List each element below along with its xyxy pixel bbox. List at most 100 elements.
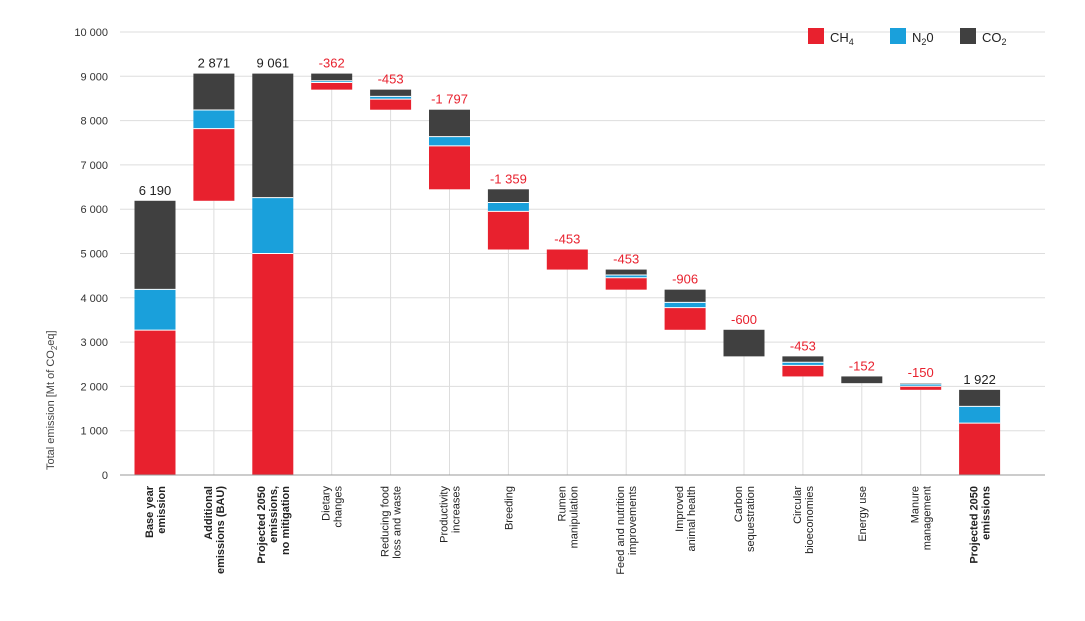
x-tick-label: sequestration: [745, 486, 757, 552]
x-tick-label: changes: [333, 486, 345, 528]
legend-label-co2: CO2: [982, 30, 1007, 47]
x-tick-label: emission: [156, 486, 168, 534]
bar-segment-co2: [487, 189, 529, 203]
data-label: 2 871: [198, 56, 231, 71]
data-label: -1 359: [490, 171, 527, 186]
x-tick-label: Projected 2050: [256, 486, 268, 564]
bar-segment-n2o: [252, 197, 294, 254]
legend-swatch-ch4: [808, 28, 824, 44]
y-tick-label: 4 000: [80, 293, 108, 305]
bar-segment-n2o: [487, 202, 529, 212]
legend-label-n2o: N20: [912, 30, 934, 47]
bar-segment-n2o: [429, 136, 470, 146]
bar-segment-co2: [134, 200, 176, 290]
bar-segment-co2: [723, 329, 765, 357]
data-label: -453: [790, 338, 816, 353]
x-tick-label: Productivity: [439, 486, 451, 543]
data-label: -906: [672, 272, 698, 287]
bar-segment-co2: [252, 73, 294, 198]
y-tick-label: 10 000: [74, 27, 108, 39]
x-tick-label: Base year: [144, 485, 156, 538]
x-tick-label: Additional: [203, 486, 215, 540]
data-label: -453: [378, 72, 404, 87]
x-tick-label: management: [922, 486, 934, 550]
bar-segment-ch4: [900, 386, 942, 390]
x-tick-label: emissions: [981, 486, 993, 540]
bar-segment-ch4: [605, 277, 647, 290]
bar-segment-n2o: [193, 109, 235, 129]
x-tick-label: Rumen: [556, 486, 568, 521]
y-tick-label: 6 000: [80, 204, 108, 216]
bar-segment-ch4: [370, 99, 412, 110]
x-tick-label: bioeconomies: [804, 486, 816, 554]
bar-segment-n2o: [782, 362, 824, 366]
bar-segment-ch4: [252, 253, 294, 475]
y-tick-label: 1 000: [80, 426, 108, 438]
bar-segment-n2o: [900, 384, 942, 387]
x-tick-label: no mitigation: [280, 486, 292, 555]
data-label: -453: [554, 232, 580, 247]
bar-segment-ch4: [311, 82, 353, 90]
x-tick-label: Circular: [792, 486, 804, 524]
bar-segment-co2: [193, 73, 235, 110]
legend: CH4 N20 CO2: [808, 28, 1007, 47]
bar-segment-co2: [959, 389, 1001, 407]
bar-segment-ch4: [193, 128, 235, 201]
data-label: -600: [731, 312, 757, 327]
x-tick-label: Carbon: [733, 486, 745, 522]
x-tick-label: Manure: [910, 486, 922, 523]
x-tick-label: loss and waste: [392, 486, 404, 559]
bar-segment-ch4: [429, 145, 470, 190]
x-tick-label: Breeding: [503, 486, 515, 530]
bar-segment-n2o: [311, 80, 353, 83]
legend-swatch-n2o: [890, 28, 906, 44]
bar-segment-ch4: [546, 249, 588, 270]
data-label: -362: [319, 56, 345, 71]
data-label: -1 797: [431, 92, 468, 107]
bar-segment-ch4: [959, 423, 1001, 475]
bar-segment-ch4: [134, 330, 176, 475]
x-tick-label: Feed and nutrition: [615, 486, 627, 575]
x-tick-label: emissions,: [268, 486, 280, 543]
x-tick-label: Energy use: [857, 486, 869, 542]
x-tick-label: Reducing food: [380, 486, 392, 557]
bar-segment-co2: [370, 89, 412, 97]
y-tick-label: 3 000: [80, 337, 108, 349]
bar-segment-n2o: [370, 96, 412, 100]
value-labels: 6 190 2 871 9 061 -362 -453 -1 797 -1 359 -453 -…: [139, 56, 996, 387]
y-axis-title: Total emission [Mt of CO2eq]: [45, 330, 59, 470]
bar-segment-ch4: [782, 365, 824, 377]
y-tick-label: 8 000: [80, 116, 108, 128]
x-tick-label: animal health: [686, 486, 698, 551]
bar-segment-n2o: [664, 302, 706, 308]
bar-segment-ch4: [664, 307, 706, 330]
bar-segment-co2: [782, 356, 824, 363]
bar-segment-n2o: [134, 289, 176, 331]
legend-label-ch4: CH4: [830, 30, 854, 47]
data-label: 6 190: [139, 183, 172, 198]
data-label: 1 922: [963, 372, 996, 387]
bar-segment-co2: [841, 376, 883, 384]
y-tick-label: 9 000: [80, 71, 108, 83]
data-label: -152: [849, 358, 875, 373]
bar-segment-co2: [664, 289, 706, 303]
x-tick-label: Improved: [674, 486, 686, 532]
bars: [134, 73, 1001, 475]
y-tick-label: 5 000: [80, 249, 108, 261]
y-tick-label: 0: [102, 470, 108, 482]
x-tick-label: Dietary: [321, 486, 333, 521]
y-tick-label: 2 000: [80, 381, 108, 393]
bar-guides: [213, 89, 922, 475]
x-tick-label: emissions (BAU): [215, 486, 227, 574]
bar-segment-co2: [429, 109, 470, 137]
x-tick-label: improvements: [627, 486, 639, 556]
category-labels: Base year emission Additional emissions (BA…: [144, 485, 993, 574]
x-tick-label: Projected 2050: [969, 486, 981, 564]
bar-segment-co2: [605, 269, 647, 276]
bar-segment-ch4: [487, 211, 529, 250]
bar-segment-n2o: [959, 406, 1001, 424]
y-tick-label: 7 000: [80, 160, 108, 172]
data-label: -150: [908, 365, 934, 380]
x-tick-label: increases: [451, 486, 463, 534]
